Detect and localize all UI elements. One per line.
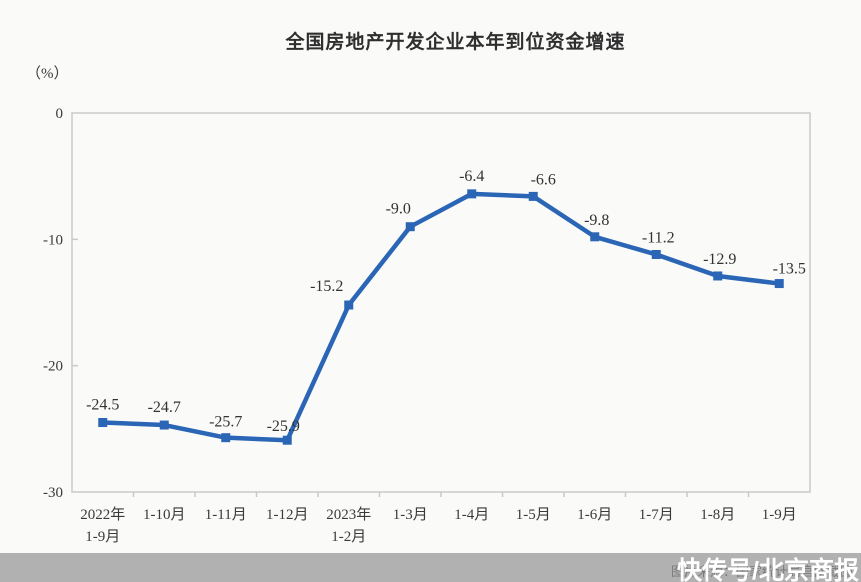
plot-border: [71, 112, 811, 493]
y-tick-label: -20: [43, 359, 63, 375]
footer-caption: 图片来源：国家统计局官网截图: [670, 564, 853, 579]
data-label: -11.2: [642, 229, 675, 246]
y-axis-unit-label: （%）: [26, 66, 69, 82]
data-label: -12.9: [703, 251, 736, 268]
chart-title: 全国房地产开发企业本年到位资金增速: [285, 32, 626, 53]
data-point-marker: [528, 191, 538, 201]
x-category-label: 1-11月: [205, 507, 247, 523]
footer-bar: 图片来源：国家统计局官网截图 快传号/北京商报: [0, 553, 861, 582]
x-category-label: 1-3月: [393, 507, 428, 523]
x-category-label: 1-2月: [331, 529, 366, 545]
x-category-label: 1-12月: [266, 507, 309, 523]
x-category-label: 1-7月: [639, 507, 674, 523]
x-category-label: 2022年: [80, 506, 125, 523]
data-point-marker: [405, 222, 415, 232]
data-label: -9.0: [386, 201, 411, 218]
x-category-label: 1-5月: [516, 507, 551, 523]
data-point-marker: [713, 271, 723, 281]
data-label: -25.9: [267, 418, 300, 435]
data-label: -25.7: [209, 414, 242, 431]
data-label: -24.7: [148, 399, 181, 416]
y-tick-label: -30: [43, 485, 63, 501]
x-category-label: 2023年: [326, 506, 371, 523]
y-tick-label: -10: [43, 232, 63, 248]
x-category-label: 1-9月: [762, 507, 797, 523]
x-category-label: 1-4月: [454, 507, 489, 523]
data-label: -13.5: [773, 261, 806, 278]
data-point-marker: [159, 420, 169, 430]
x-category-label: 1-6月: [577, 507, 612, 523]
line-chart: 0 -10 -20 -30 2022年 1-9月 1-10月 1-11月 1-12月 2023年 1…: [43, 106, 811, 545]
data-point-marker: [344, 300, 354, 310]
data-point-marker: [774, 279, 784, 289]
data-point-marker: [221, 433, 231, 443]
data-label: -6.6: [531, 171, 556, 188]
y-tick-label: 0: [56, 106, 64, 122]
data-point-marker: [651, 249, 661, 259]
footer-watermark: 快传号/北京商报: [677, 557, 859, 582]
x-category-label: 1-8月: [700, 507, 735, 523]
x-category-label: 1-10月: [143, 507, 186, 523]
trend-line: [102, 191, 780, 443]
data-label: -6.4: [459, 168, 484, 185]
data-point-marker: [282, 435, 292, 445]
data-point-marker: [590, 232, 600, 242]
data-label: -9.8: [584, 212, 609, 229]
data-point-marker: [467, 189, 477, 199]
x-category-label: 1-9月: [85, 529, 120, 545]
data-label: -24.5: [86, 397, 119, 414]
data-label: -15.2: [310, 278, 343, 295]
data-point-marker: [98, 418, 108, 428]
